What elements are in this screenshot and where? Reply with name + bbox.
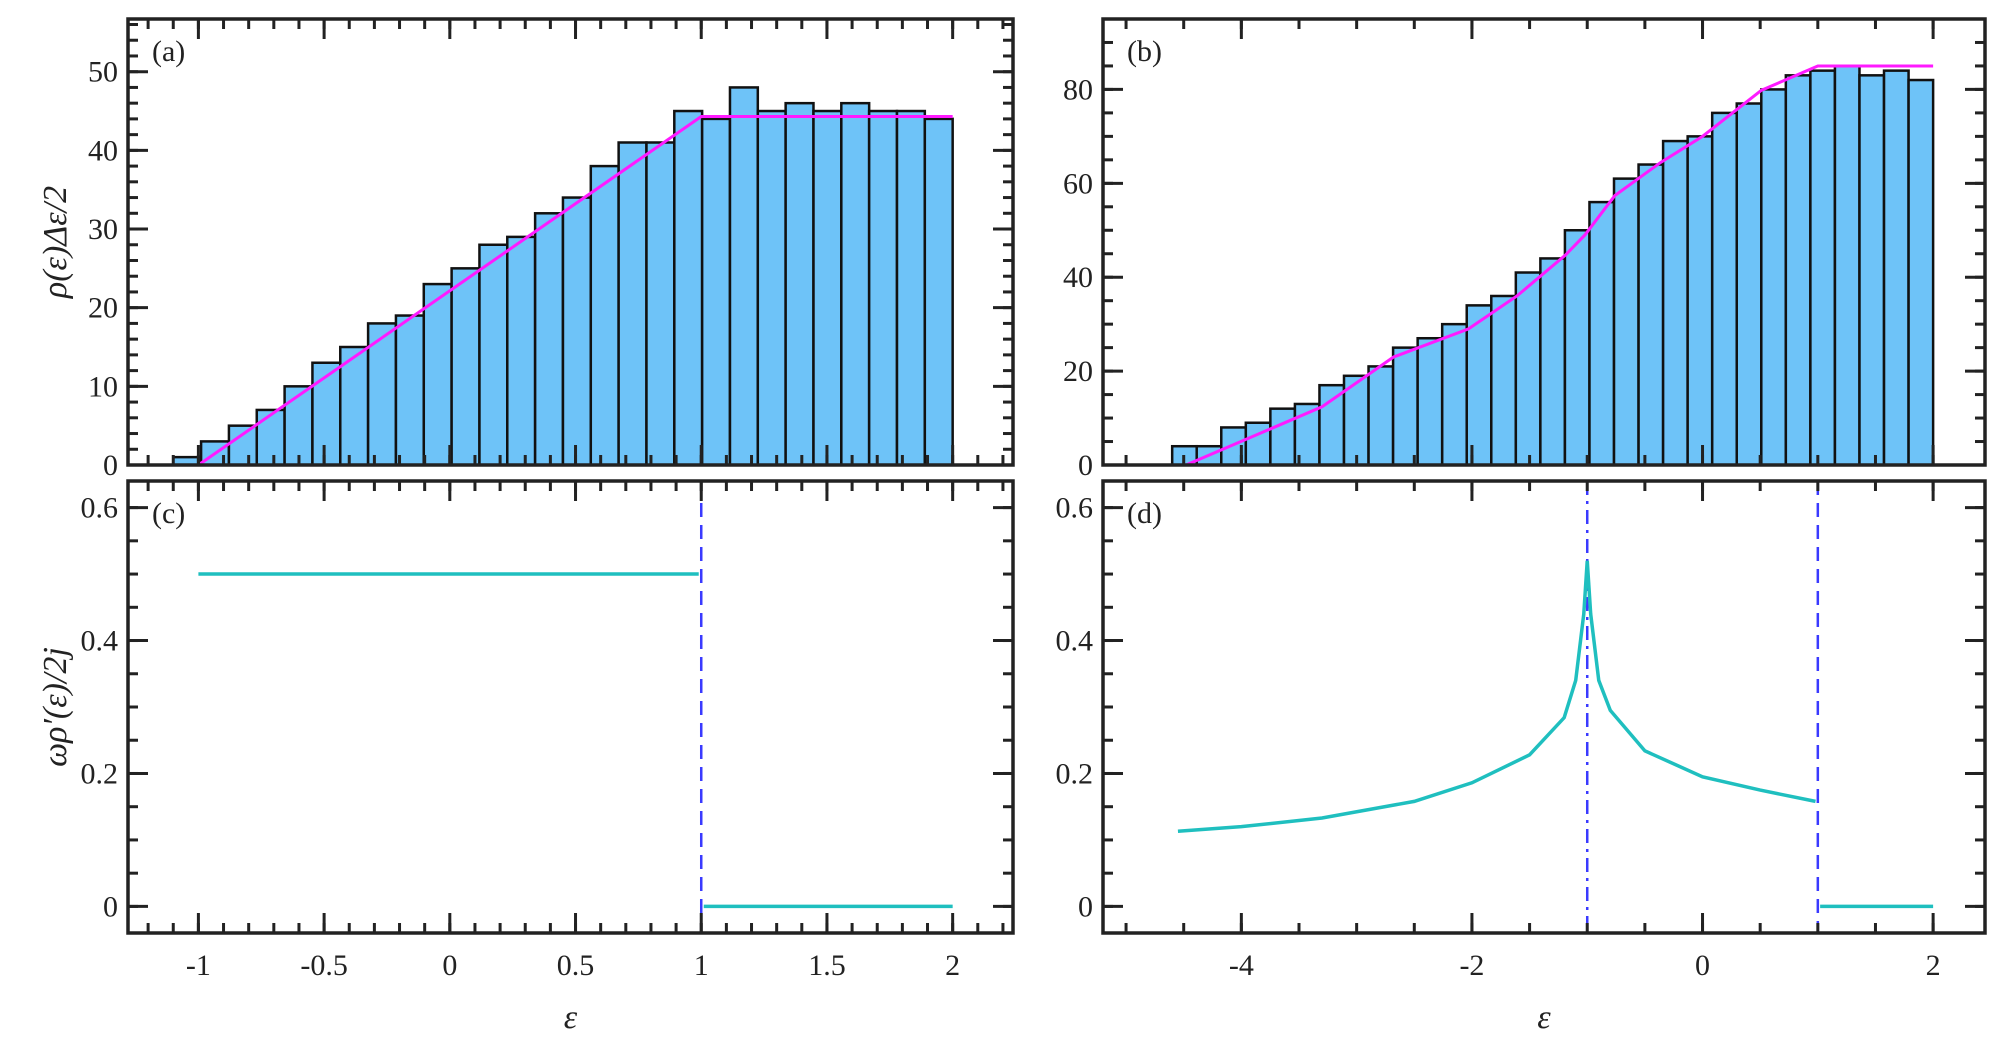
y-tick-label: 0 xyxy=(103,890,118,923)
y-tick-label: 0.6 xyxy=(81,492,119,525)
histogram-bar xyxy=(1514,271,1542,467)
fit-line xyxy=(1185,64,1934,467)
histogram-bar xyxy=(1784,74,1812,467)
histogram-bar xyxy=(1416,336,1444,467)
histogram-bar xyxy=(895,109,927,467)
y-tick-label: 10 xyxy=(88,370,118,403)
y-tick-label: 20 xyxy=(1063,355,1093,388)
y-axis-label: ρ(ε)Δε/2 xyxy=(37,186,74,299)
panel-label: (c) xyxy=(152,497,185,530)
x-tick-label: -0.5 xyxy=(300,949,348,982)
axes-frame xyxy=(126,479,1015,935)
histogram-bar xyxy=(1637,163,1665,467)
y-tick-label: 60 xyxy=(1063,167,1093,200)
histogram-bar xyxy=(1661,139,1689,467)
histogram-bar xyxy=(1760,88,1788,467)
x-tick-label: 2 xyxy=(945,949,960,982)
x-tick-label: -2 xyxy=(1459,949,1484,982)
histogram-bar xyxy=(478,243,509,467)
histogram-bar xyxy=(617,141,648,467)
histogram-bar xyxy=(700,117,732,467)
y-tick-label: 0.6 xyxy=(1056,492,1094,525)
histogram-bar xyxy=(1735,102,1763,467)
y-tick-label: 40 xyxy=(1063,261,1093,294)
panel-d: -4 -2 0 2 0 0.2 0.4 0.6 (d) ε xyxy=(1056,479,1987,1036)
curve-segment-1 xyxy=(1177,560,1816,834)
x-axis-label: ε xyxy=(564,999,578,1036)
histogram-bar xyxy=(645,141,676,467)
y-tick-label: 40 xyxy=(88,134,118,167)
histogram-bar xyxy=(422,282,453,467)
x-tick-label: 2 xyxy=(1926,949,1941,982)
histogram-bar xyxy=(450,267,481,467)
histogram-bar xyxy=(1710,111,1738,467)
fit-line xyxy=(197,115,953,467)
y-tick-label: 0.2 xyxy=(81,757,119,790)
panel-a: 0 10 20 30 40 50 (a) ρ(ε)Δε/2 xyxy=(37,17,1015,482)
histogram-bar xyxy=(756,109,787,467)
x-tick-label: 1.5 xyxy=(808,949,846,982)
axes-frame xyxy=(1101,479,1987,935)
histogram-bar xyxy=(728,86,760,467)
histogram-bar xyxy=(673,109,704,467)
y-tick-label: 0.4 xyxy=(81,625,119,658)
y-tick-label: 20 xyxy=(88,292,118,325)
histogram-bar xyxy=(561,196,593,467)
histogram-bar xyxy=(840,101,871,467)
histogram-bar xyxy=(1833,64,1861,467)
y-tick-label: 0.2 xyxy=(1056,757,1094,790)
histogram-bar xyxy=(589,164,620,467)
histogram-bar xyxy=(812,109,843,467)
histogram-bar xyxy=(1367,365,1395,467)
histogram-bar xyxy=(1907,78,1935,467)
histogram-bar xyxy=(533,212,565,467)
histogram-bar xyxy=(1612,177,1640,467)
histogram-bar xyxy=(867,109,899,467)
x-tick-label: 0 xyxy=(442,949,457,982)
histogram-bar xyxy=(1882,69,1910,467)
histogram-bar xyxy=(923,117,954,467)
y-tick-label: 80 xyxy=(1063,73,1093,106)
histogram-bar xyxy=(1440,322,1468,467)
axes-frame xyxy=(126,17,1015,467)
x-tick-label: -1 xyxy=(186,949,211,982)
histogram-bar xyxy=(506,235,537,467)
y-tick-label: 50 xyxy=(88,56,118,89)
panel-c: -1 -0.5 0 0.5 1 1.5 2 0 0.2 0.4 0.6 (c) ε ωρ′(ε)/2j xyxy=(37,479,1015,1036)
panel-label: (a) xyxy=(152,35,185,68)
panel-label: (b) xyxy=(1127,35,1162,68)
histogram-bar xyxy=(784,101,815,467)
axes-frame xyxy=(1101,17,1987,467)
histogram-bar xyxy=(1539,257,1567,467)
panel-b: 0 20 40 60 80 (b) xyxy=(1063,17,1987,482)
histogram-bar xyxy=(227,424,259,467)
histogram-bar xyxy=(255,408,286,467)
y-tick-label: 0 xyxy=(1078,449,1093,482)
histogram-bar xyxy=(1391,346,1419,467)
x-axis-label: ε xyxy=(1537,999,1551,1036)
histogram-bar xyxy=(1809,69,1837,467)
histogram-bar xyxy=(1858,74,1886,467)
y-tick-label: 0 xyxy=(1078,890,1093,923)
x-tick-label: 1 xyxy=(694,949,709,982)
y-tick-label: 0 xyxy=(103,449,118,482)
histogram-bar xyxy=(1563,229,1591,467)
x-tick-label: 0.5 xyxy=(557,949,595,982)
y-tick-label: 30 xyxy=(88,213,118,246)
histogram-bar xyxy=(1686,135,1714,467)
histogram-bar xyxy=(283,385,314,467)
y-tick-label: 0.4 xyxy=(1056,625,1094,658)
histogram-bar xyxy=(1490,294,1518,467)
x-tick-label: -4 xyxy=(1229,949,1254,982)
histogram-bar xyxy=(1269,407,1297,467)
histogram-bar xyxy=(1588,200,1616,467)
y-axis-label: ωρ′(ε)/2j xyxy=(37,647,74,767)
histogram-bar xyxy=(394,314,426,467)
panel-label: (d) xyxy=(1127,497,1162,530)
x-tick-label: 0 xyxy=(1695,949,1710,982)
histogram-bar xyxy=(1318,383,1346,467)
